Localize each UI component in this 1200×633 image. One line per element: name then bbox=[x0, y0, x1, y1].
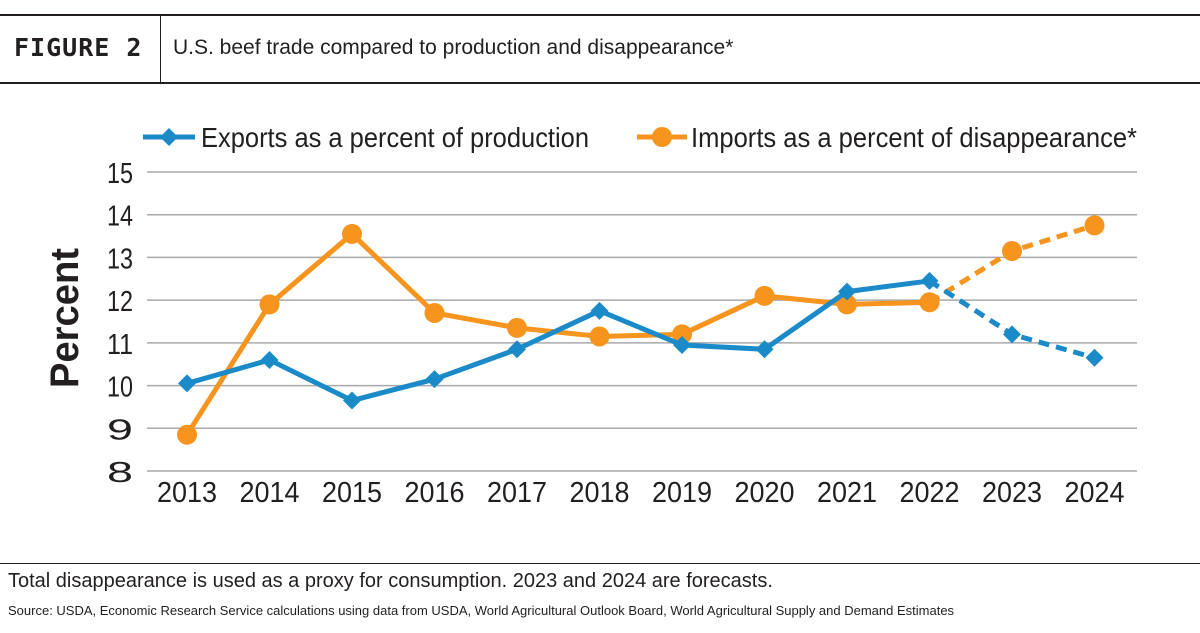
data-point-2019 bbox=[672, 324, 692, 345]
series-line-forecast bbox=[928, 223, 1096, 305]
y-tick-label: 11 bbox=[107, 329, 133, 361]
figure-title: U.S. beef trade compared to production a… bbox=[173, 36, 734, 59]
y-tick-label: 14 bbox=[107, 201, 133, 233]
data-point-2015 bbox=[343, 391, 361, 410]
data-point-2013 bbox=[177, 424, 197, 445]
footer-rule bbox=[0, 563, 1200, 564]
data-point-2020 bbox=[755, 340, 774, 359]
series-exports bbox=[178, 271, 1104, 410]
data-point-2021 bbox=[837, 294, 857, 315]
x-tick-label: 2017 bbox=[487, 477, 547, 509]
data-point-2022 bbox=[919, 292, 940, 313]
data-point-2020 bbox=[754, 285, 775, 306]
x-tick-label: 2013 bbox=[157, 477, 217, 509]
series-line-actual bbox=[184, 231, 930, 437]
data-point-2019 bbox=[673, 335, 691, 354]
x-tick-label: 2023 bbox=[982, 477, 1042, 509]
data-point-2024 bbox=[1084, 215, 1105, 236]
series-line-actual bbox=[186, 278, 930, 404]
series-line-forecast bbox=[928, 278, 1096, 361]
x-tick-label: 2014 bbox=[240, 477, 300, 509]
y-axis-ticks: 8 9 10 11 12 13 14 15 bbox=[107, 158, 133, 489]
legend-label: Imports as a percent of disappearance* bbox=[691, 122, 1137, 153]
data-point-2017 bbox=[507, 317, 527, 338]
x-tick-label: 2016 bbox=[405, 477, 465, 509]
footnote: Total disappearance is used as a proxy f… bbox=[8, 570, 773, 592]
data-point-2014 bbox=[259, 294, 280, 315]
y-tick-label: 13 bbox=[107, 243, 133, 275]
data-point-2013 bbox=[178, 374, 196, 393]
x-tick-label: 2022 bbox=[900, 477, 960, 509]
y-tick-label: 10 bbox=[107, 372, 133, 404]
data-point-2015 bbox=[342, 223, 362, 244]
y-tick-label: 8 bbox=[107, 457, 133, 489]
x-tick-label: 2019 bbox=[652, 477, 712, 509]
y-tick-label: 15 bbox=[107, 158, 133, 190]
figure-label: FIGURE 2 bbox=[14, 33, 143, 62]
x-tick-label: 2024 bbox=[1065, 477, 1125, 509]
header-divider bbox=[160, 16, 161, 82]
x-axis-ticks: 2013 2014 2015 2016 2017 2018 2019 2020 2021 2022… bbox=[157, 477, 1125, 509]
x-tick-label: 2015 bbox=[322, 477, 382, 509]
line-chart: Exports as a percent of production Import… bbox=[43, 122, 1137, 509]
data-point-2018 bbox=[590, 301, 609, 320]
legend-label: Exports as a percent of production bbox=[201, 122, 589, 153]
data-point-2023 bbox=[1003, 325, 1021, 344]
data-point-2016 bbox=[424, 302, 445, 323]
legend-swatch-marker bbox=[160, 128, 178, 146]
legend-swatch-marker bbox=[652, 127, 672, 147]
data-point-2023 bbox=[1002, 241, 1022, 262]
chart-legend: Exports as a percent of production Import… bbox=[143, 122, 1137, 153]
legend-item-imports: Imports as a percent of disappearance* bbox=[637, 122, 1137, 153]
data-point-2022 bbox=[920, 271, 939, 290]
chart-series bbox=[177, 215, 1105, 445]
data-point-2014 bbox=[260, 350, 279, 369]
x-tick-label: 2018 bbox=[570, 477, 630, 509]
chart-grid bbox=[147, 171, 1137, 472]
source-note: Source: USDA, Economic Research Service … bbox=[8, 603, 955, 618]
data-point-2021 bbox=[838, 282, 856, 301]
legend-item-exports: Exports as a percent of production bbox=[143, 122, 589, 153]
x-tick-label: 2020 bbox=[735, 477, 795, 509]
data-point-2017 bbox=[508, 340, 526, 359]
data-point-2016 bbox=[425, 370, 444, 389]
top-rule bbox=[0, 14, 1200, 16]
series-imports bbox=[177, 215, 1105, 445]
data-point-2024 bbox=[1085, 348, 1104, 367]
x-tick-label: 2021 bbox=[817, 477, 877, 509]
y-tick-label: 12 bbox=[107, 286, 133, 318]
data-point-2018 bbox=[589, 326, 610, 347]
header-bottom-rule bbox=[0, 82, 1200, 84]
y-tick-label: 9 bbox=[107, 414, 133, 446]
y-axis-label: Percent bbox=[43, 248, 87, 388]
